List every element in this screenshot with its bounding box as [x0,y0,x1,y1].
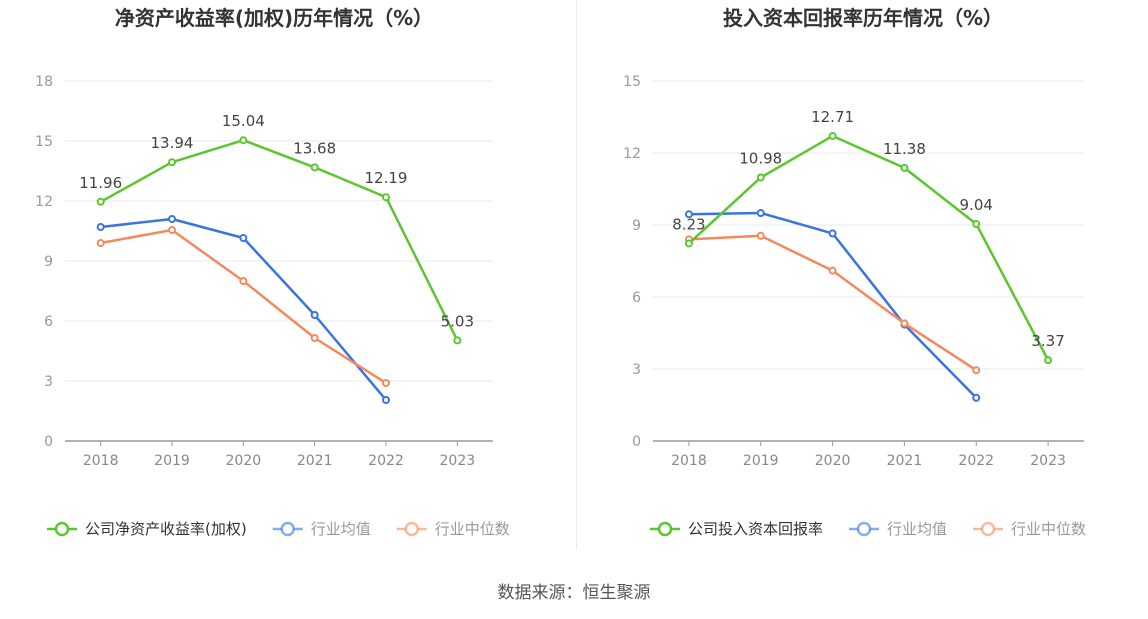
data-point [382,193,390,202]
data-label: 13.68 [293,139,336,157]
data-point [756,209,765,217]
data-point [168,215,176,223]
x-tick-label: 2020 [815,453,851,469]
data-label: 11.96 [79,174,122,192]
x-tick-label: 2020 [226,453,262,469]
y-tick-label: 0 [44,434,53,450]
data-point [239,136,248,145]
legend-marker [856,521,872,537]
x-tick-label: 2022 [368,453,404,469]
data-point [972,393,981,402]
legend-label: 公司投入资本回报率 [688,520,823,538]
x-tick-label: 2021 [297,453,333,469]
x-tick-label: 2022 [958,453,994,469]
data-point [310,311,319,319]
y-tick-label: 0 [632,434,641,450]
data-point [168,158,176,167]
y-tick-label: 3 [44,374,53,390]
series-line-1 [100,138,459,341]
legend-item-1: 公司净资产收益率(加权) [47,520,247,538]
legend-item-3: 行业中位数 [973,520,1086,538]
x-tick-label: 2019 [154,453,190,469]
data-point [684,210,693,219]
data-label: 5.03 [441,312,474,330]
x-tick-label: 2018 [671,453,707,469]
x-tick-label: 2019 [743,453,779,469]
y-tick-label: 15 [623,74,641,90]
legend-label: 行业中位数 [435,520,510,538]
data-label: 10.98 [739,149,782,167]
data-point [828,131,837,140]
data-label: 13.94 [151,134,194,152]
data-point [453,336,462,345]
panel-divider [576,0,577,550]
data-label: 15.04 [222,112,265,130]
legend-marker [54,521,70,537]
data-point [310,334,319,342]
legend-item-2: 行业均值 [272,520,371,538]
data-point [310,163,319,172]
data-point [756,231,765,240]
y-tick-label: 12 [623,146,641,162]
series-line-3 [100,228,387,385]
data-point [382,396,390,404]
data-point [972,366,981,375]
data-label: 8.23 [672,215,705,233]
series-line-1 [688,134,1050,361]
data-label: 12.71 [811,108,854,126]
data-point [168,226,176,234]
legend-marker [280,521,295,537]
data-point [239,234,248,242]
y-tick-label: 12 [35,194,53,210]
series-line-2 [100,217,387,401]
y-tick-label: 18 [35,74,53,90]
legend-item-2: 行业均值 [849,520,947,538]
x-tick-label: 2023 [440,453,476,469]
series-line-2 [688,211,978,399]
legend-label: 行业均值 [311,520,371,538]
x-tick-label: 2023 [1030,453,1066,469]
x-tick-label: 2021 [887,453,923,469]
data-point [684,239,693,248]
series-line-3 [688,234,977,372]
chart-panel-2: 投入资本回报率历年情况（%） 0 3 6 9 12 15 2018 2019 2020 2021 20… [623,6,1086,538]
chart-panel-1: 净资产收益率(加权)历年情况（%） 0 3 6 9 12 15 18 2018 2019 2020 2… [35,6,510,538]
data-point [96,239,105,247]
data-point [1044,356,1053,365]
data-point [756,173,765,182]
data-point [900,163,909,172]
y-tick-label: 9 [44,254,53,270]
legend-marker [657,521,673,537]
y-tick-label: 6 [44,314,53,330]
data-label: 12.19 [365,169,408,187]
chart-title: 净资产收益率(加权)历年情况（%） [115,6,433,30]
data-label: 9.04 [960,196,993,214]
x-tick-label: 2018 [83,453,119,469]
y-tick-label: 3 [632,362,641,378]
y-tick-label: 9 [632,218,641,234]
legend-label: 行业中位数 [1011,520,1086,538]
legend-marker [980,521,996,537]
legend-label: 公司净资产收益率(加权) [85,520,247,538]
legend-label: 行业均值 [887,520,947,538]
legend-item-1: 公司投入资本回报率 [650,520,823,538]
charts-canvas: 净资产收益率(加权)历年情况（%） 0 3 6 9 12 15 18 2018 2019 2020 2… [35,6,1086,538]
y-tick-label: 15 [35,134,53,150]
data-label: 11.38 [883,140,926,158]
data-point [96,223,105,231]
legend-marker [404,521,419,537]
y-tick-label: 6 [632,290,641,306]
data-point [96,197,105,206]
data-point [828,229,837,238]
data-point [900,319,909,328]
data-point [972,220,981,229]
data-label: 3.37 [1031,332,1064,350]
data-point [239,277,248,285]
data-point [382,379,390,387]
legend-item-3: 行业中位数 [396,520,510,538]
data-point [828,266,837,275]
data-source: 数据来源：恒生聚源 [497,583,651,603]
chart-title: 投入资本回报率历年情况（%） [723,6,1003,30]
